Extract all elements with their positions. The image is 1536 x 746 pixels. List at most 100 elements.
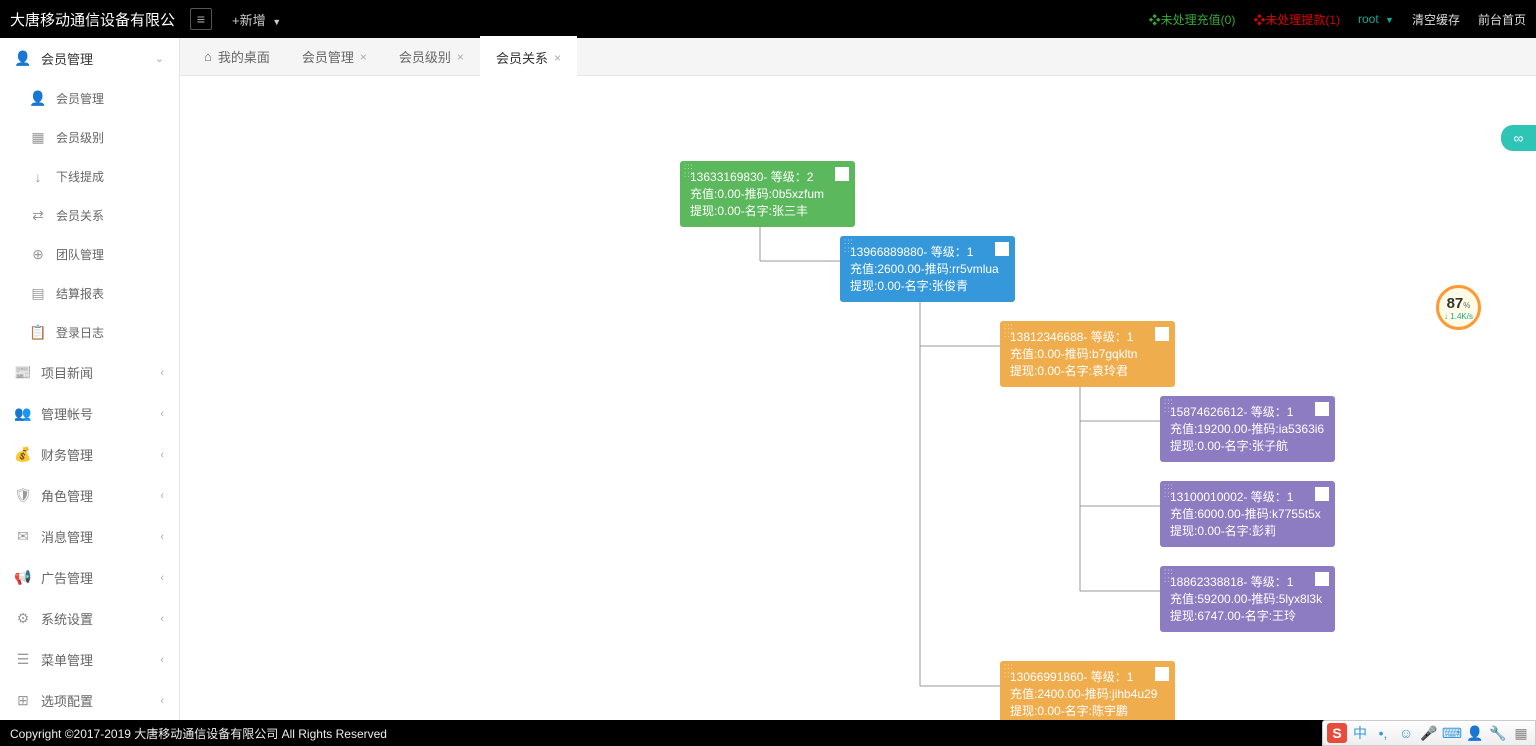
float-side-tab[interactable]: ∞ (1501, 125, 1536, 151)
tree-node[interactable]: :::::: 13066991860- 等级：1 充值:2400.00-推码:j… (1000, 661, 1175, 720)
sidebar-icon: ⊕ (30, 246, 46, 263)
sidebar-icon: ⇄ (30, 207, 46, 224)
ime-keyboard-icon[interactable]: ⌨ (1442, 723, 1462, 743)
sidebar-icon: 💰 (15, 446, 31, 463)
pending-withdraw-link[interactable]: ❖未处理提款(1) (1253, 11, 1340, 28)
ime-emoji-icon[interactable]: ☺ (1396, 723, 1416, 743)
tree-container: :::::: 13633169830- 等级：2 充值:0.00-推码:0b5x… (180, 76, 1480, 720)
tree-canvas[interactable]: :::::: 13633169830- 等级：2 充值:0.00-推码:0b5x… (180, 76, 1536, 720)
close-icon[interactable]: × (554, 51, 561, 65)
tree-node[interactable]: :::::: 13633169830- 等级：2 充值:0.00-推码:0b5x… (680, 161, 855, 227)
chevron-down-icon: ▼ (1385, 15, 1394, 25)
sidebar-item[interactable]: ⚙系统设置‹ (0, 598, 179, 639)
close-icon[interactable]: × (360, 50, 367, 64)
tab[interactable]: 会员级别 × (383, 37, 480, 76)
sidebar-item-label: 下线提成 (56, 168, 104, 185)
sidebar-item[interactable]: ⇄会员关系 (0, 196, 179, 235)
sidebar-item[interactable]: ⊞选项配置‹ (0, 680, 179, 720)
pending-recharge-link[interactable]: ❖未处理充值(0) (1149, 11, 1236, 28)
front-page-link[interactable]: 前台首页 (1478, 11, 1526, 28)
chevron-down-icon: ▼ (272, 17, 281, 27)
tab-label: 会员级别 (399, 47, 451, 66)
ime-grid-icon[interactable]: ▦ (1511, 723, 1531, 743)
ime-user-icon[interactable]: 👤 (1465, 723, 1485, 743)
tree-node[interactable]: :::::: 13812346688- 等级：1 充值:0.00-推码:b7gq… (1000, 321, 1175, 387)
ime-tool-icon[interactable]: 🔧 (1488, 723, 1508, 743)
tab[interactable]: 会员管理× (286, 37, 383, 76)
close-icon[interactable]: × (457, 50, 464, 64)
sidebar-icon: ☰ (15, 651, 31, 668)
drag-handle-icon[interactable]: :::::: (1164, 483, 1174, 499)
chevron-left-icon: ‹ (160, 449, 164, 461)
node-line3: 提现:0.00-名字:张三丰 (690, 203, 845, 220)
sidebar-item-label: 选项配置 (41, 691, 93, 710)
node-checkbox[interactable] (995, 242, 1009, 256)
sidebar-item-label: 消息管理 (41, 527, 93, 546)
node-checkbox[interactable] (1315, 572, 1329, 586)
sidebar-item[interactable]: ✉消息管理‹ (0, 516, 179, 557)
top-header: 大唐移动通信设备有限公 ≡ +新增 ▼ ❖未处理充值(0) ❖未处理提款(1) … (0, 0, 1536, 38)
tab-label: 我的桌面 (218, 47, 270, 66)
sidebar-item[interactable]: 🛡角色管理‹ (0, 475, 179, 516)
sidebar-item-label: 会员管理 (56, 90, 104, 107)
user-menu[interactable]: root ▼ (1358, 12, 1394, 26)
sidebar-item[interactable]: 💰 财务管理 ‹ (0, 434, 179, 475)
node-line3: 提现:0.00-名字:彭莉 (1170, 523, 1325, 540)
node-checkbox[interactable] (835, 167, 849, 181)
node-line1: 18862338818- 等级：1 (1170, 574, 1325, 591)
node-checkbox[interactable] (1315, 487, 1329, 501)
sidebar-item[interactable]: ⊕团队管理 (0, 235, 179, 274)
drag-handle-icon[interactable]: :::::: (1004, 663, 1014, 679)
node-line2: 充值:59200.00-推码:5lyx8l3k (1170, 591, 1325, 608)
tab[interactable]: 会员关系× (480, 36, 577, 77)
node-line1: 13633169830- 等级：2 (690, 169, 845, 186)
sidebar-item[interactable]: ▦会员级别 (0, 118, 179, 157)
sidebar-item[interactable]: ▤结算报表 (0, 274, 179, 313)
sidebar-item[interactable]: ☰菜单管理‹ (0, 639, 179, 680)
speed-dial-widget[interactable]: 87% ↓ 1.4K/s (1436, 285, 1481, 330)
footer: Copyright ©2017-2019 大唐移动通信设备有限公司 All Ri… (0, 720, 1536, 746)
tab[interactable]: ⌂我的桌面 (188, 37, 286, 76)
sidebar-item-label: 系统设置 (41, 609, 93, 628)
node-checkbox[interactable] (1315, 402, 1329, 416)
sidebar-item[interactable]: 📢广告管理‹ (0, 557, 179, 598)
chevron-left-icon: ‹ (160, 490, 164, 502)
node-line1: 15874626612- 等级：1 (1170, 404, 1325, 421)
drag-handle-icon[interactable]: :::::: (1164, 398, 1174, 414)
node-checkbox[interactable] (1155, 327, 1169, 341)
sidebar-icon: ▤ (30, 285, 46, 302)
ime-zh-icon[interactable]: 中 (1350, 723, 1370, 743)
node-line1: 13100010002- 等级：1 (1170, 489, 1325, 506)
new-button[interactable]: +新增 ▼ (232, 10, 281, 29)
tree-node[interactable]: :::::: 15874626612- 等级：1 充值:19200.00-推码:… (1160, 396, 1335, 462)
sidebar-icon: 📋 (30, 324, 46, 341)
node-line3: 提现:0.00-名字:张俊青 (850, 278, 1005, 295)
clear-cache-link[interactable]: 清空缓存 (1412, 11, 1460, 28)
sidebar-group-member[interactable]: 👤 会员管理 ⌄ (0, 38, 179, 79)
drag-handle-icon[interactable]: :::::: (1004, 323, 1014, 339)
chevron-left-icon: ‹ (160, 654, 164, 666)
drag-handle-icon[interactable]: :::::: (1164, 568, 1174, 584)
sidebar-item[interactable]: 👥管理帐号‹ (0, 393, 179, 434)
sidebar-icon: 📰 (15, 364, 31, 381)
ime-toolbar[interactable]: S 中 •, ☺ 🎤 ⌨ 👤 🔧 ▦ (1322, 720, 1536, 746)
sidebar-item[interactable]: 📰项目新闻‹ (0, 352, 179, 393)
ime-mic-icon[interactable]: 🎤 (1419, 723, 1439, 743)
sidebar-item-label: 管理帐号 (41, 404, 93, 423)
sidebar-item[interactable]: 📋登录日志 (0, 313, 179, 352)
drag-handle-icon[interactable]: :::::: (684, 163, 694, 179)
sidebar-item-label: 财务管理 (41, 445, 93, 464)
node-line2: 充值:2600.00-推码:rr5vmlua (850, 261, 1005, 278)
tree-node[interactable]: :::::: 13966889880- 等级：1 充值:2600.00-推码:r… (840, 236, 1015, 302)
tree-node[interactable]: :::::: 18862338818- 等级：1 充值:59200.00-推码:… (1160, 566, 1335, 632)
ime-punct-icon[interactable]: •, (1373, 723, 1393, 743)
drag-handle-icon[interactable]: :::::: (844, 238, 854, 254)
tree-node[interactable]: :::::: 13100010002- 等级：1 充值:6000.00-推码:k… (1160, 481, 1335, 547)
sidebar-icon: ⚙ (15, 610, 31, 627)
sidebar-item[interactable]: ↓下线提成 (0, 157, 179, 196)
sidebar-item-label: 广告管理 (41, 568, 93, 587)
header-right: ❖未处理充值(0) ❖未处理提款(1) root ▼ 清空缓存 前台首页 (1149, 11, 1526, 28)
sidebar-item[interactable]: 👤会员管理 (0, 79, 179, 118)
menu-toggle-button[interactable]: ≡ (190, 8, 212, 30)
node-checkbox[interactable] (1155, 667, 1169, 681)
